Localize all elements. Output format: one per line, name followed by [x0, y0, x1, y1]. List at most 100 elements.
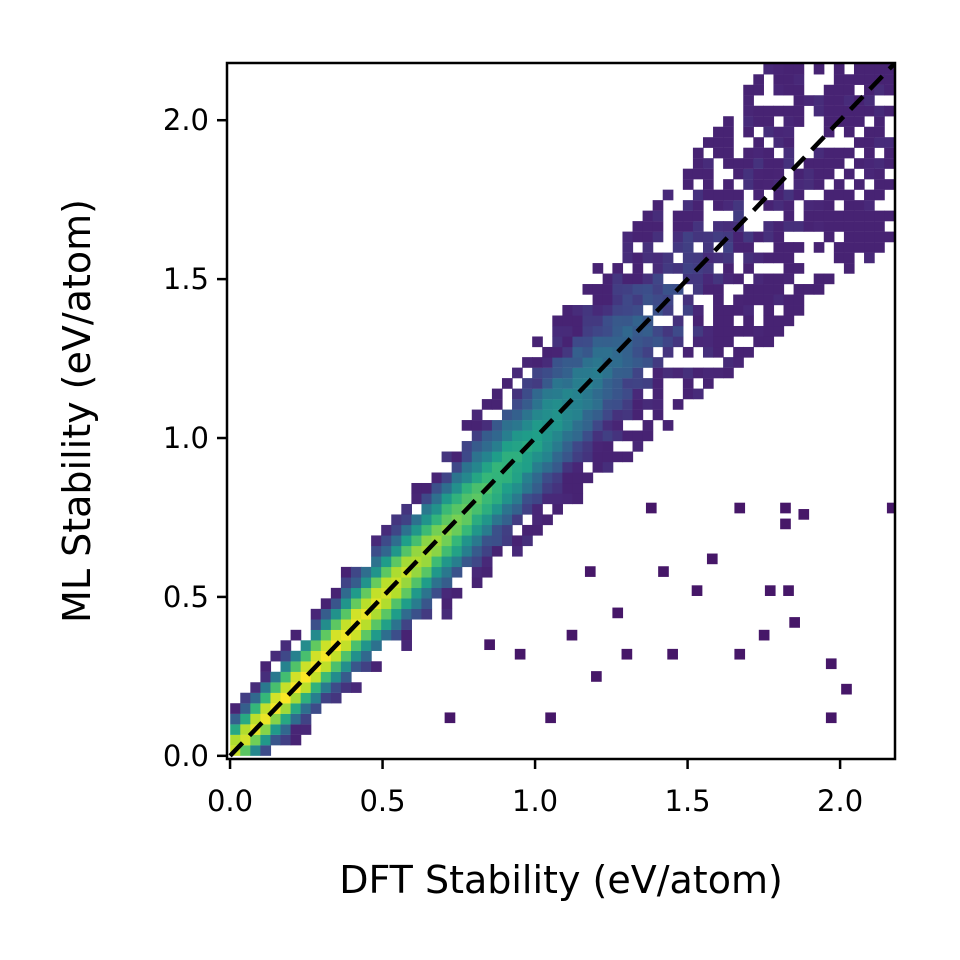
histogram-bin	[667, 648, 678, 660]
histogram-bin	[773, 126, 785, 138]
histogram-bin	[451, 503, 463, 515]
histogram-bin	[642, 430, 654, 442]
histogram-bin	[783, 84, 795, 96]
histogram-bin	[371, 566, 382, 578]
histogram-bin	[481, 566, 493, 578]
histogram-bin	[401, 619, 412, 630]
histogram-bin	[270, 671, 282, 683]
histogram-bin	[773, 200, 785, 211]
histogram-bin	[512, 514, 523, 526]
histogram-bin	[789, 617, 800, 628]
histogram-bin	[793, 95, 805, 106]
histogram-bin	[642, 357, 654, 368]
histogram-bin	[773, 273, 785, 285]
histogram-bin	[310, 608, 322, 620]
histogram-bin	[622, 315, 634, 327]
histogram-bin	[793, 168, 805, 180]
histogram-bin	[361, 587, 372, 599]
histogram-bin	[803, 179, 815, 190]
histogram-bin	[592, 378, 604, 389]
histogram-bin	[592, 430, 604, 442]
histogram-bin	[250, 703, 261, 714]
histogram-bin	[602, 305, 614, 316]
histogram-bin	[612, 294, 624, 306]
histogram-bin	[552, 346, 563, 358]
histogram-bin	[773, 63, 785, 75]
histogram-bin	[642, 252, 654, 264]
histogram-bin	[542, 388, 553, 400]
histogram-bin	[391, 598, 402, 610]
histogram-bin	[340, 640, 352, 651]
histogram-bin	[532, 388, 543, 400]
x-tick-label: 0.0	[207, 784, 253, 818]
histogram-bin	[632, 346, 644, 358]
histogram-bin	[734, 502, 746, 514]
histogram-bin	[843, 168, 855, 180]
histogram-bin	[250, 745, 261, 756]
histogram-bin	[592, 420, 604, 431]
histogram-bin	[582, 315, 594, 327]
histogram-bin	[371, 577, 382, 589]
histogram-bin	[552, 399, 563, 410]
histogram-bin	[874, 242, 885, 253]
histogram-bin	[612, 357, 624, 368]
histogram-bin	[522, 430, 533, 442]
histogram-bin	[522, 493, 533, 505]
histogram-bin	[833, 189, 845, 201]
histogram-bin	[552, 451, 563, 463]
histogram-bin	[612, 451, 624, 463]
histogram-bin	[572, 378, 584, 389]
histogram-bin	[552, 472, 563, 484]
histogram-bin	[793, 242, 805, 253]
histogram-bin	[542, 472, 553, 484]
histogram-bin	[723, 200, 734, 211]
histogram-bin	[461, 535, 473, 547]
histogram-bin	[260, 682, 272, 693]
histogram-bin	[692, 273, 704, 285]
histogram-bin	[592, 346, 604, 358]
histogram-bin	[421, 598, 433, 610]
histogram-bin	[672, 210, 684, 222]
histogram-bin	[672, 336, 684, 348]
histogram-bin	[833, 158, 845, 169]
histogram-bin	[884, 137, 895, 148]
histogram-bin	[280, 682, 292, 693]
histogram-bin	[260, 745, 272, 756]
histogram-bin	[542, 346, 553, 358]
histogram-bin	[733, 200, 744, 211]
histogram-bin	[451, 524, 463, 536]
histogram-bin	[702, 168, 714, 180]
histogram-bin	[592, 462, 604, 473]
histogram-bin	[584, 566, 596, 577]
histogram-bin	[783, 585, 794, 596]
histogram-bin	[431, 503, 443, 515]
histogram-bin	[783, 210, 795, 222]
histogram-bin	[391, 556, 402, 568]
histogram-bin	[451, 566, 463, 578]
histogram-bin	[441, 598, 453, 610]
histogram-bin	[691, 585, 703, 596]
histogram-bin	[823, 221, 835, 232]
histogram-bin	[260, 671, 272, 683]
histogram-bin	[823, 189, 835, 201]
histogram-bin	[763, 305, 775, 316]
histogram-bin	[330, 619, 342, 630]
histogram-bin	[280, 734, 292, 746]
histogram-bin	[250, 692, 261, 704]
histogram-bin	[753, 158, 764, 169]
histogram-bin	[864, 63, 875, 75]
histogram-bin	[522, 378, 533, 389]
histogram-bin	[713, 325, 724, 337]
histogram-bin	[371, 629, 382, 641]
histogram-bin	[632, 378, 644, 389]
histogram-bin	[632, 315, 644, 327]
histogram-bin	[441, 608, 453, 620]
histogram-bin	[411, 535, 423, 547]
histogram-bin	[662, 263, 674, 274]
histogram-bin	[522, 462, 533, 473]
histogram-bin	[481, 535, 493, 547]
histogram-bin	[240, 692, 251, 704]
histogram-bin	[793, 263, 805, 274]
histogram-bin	[491, 388, 503, 400]
histogram-bin	[431, 482, 443, 494]
